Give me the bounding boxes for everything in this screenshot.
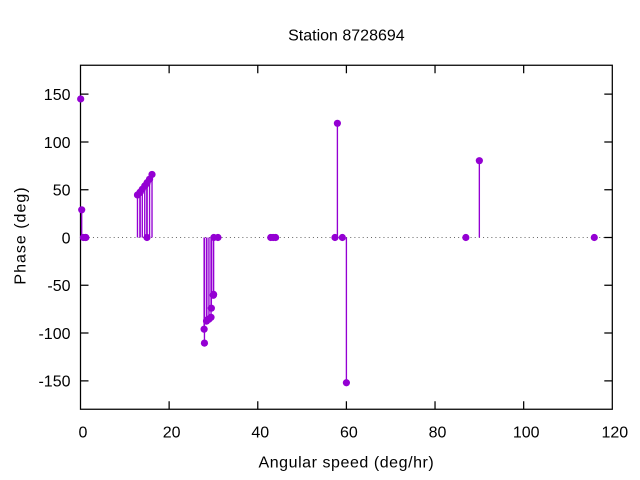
svg-text:80: 80 [429,424,447,441]
svg-text:-100: -100 [38,326,70,343]
svg-text:120: 120 [601,424,628,441]
svg-text:40: 40 [251,424,269,441]
svg-text:50: 50 [53,183,71,200]
svg-text:-150: -150 [38,374,70,391]
svg-text:60: 60 [340,424,358,441]
svg-text:Phase (deg): Phase (deg) [13,186,30,284]
svg-text:0: 0 [79,424,88,441]
svg-text:-50: -50 [47,278,70,295]
svg-text:20: 20 [163,424,181,441]
svg-text:100: 100 [44,135,71,152]
svg-text:100: 100 [513,424,540,441]
svg-text:0: 0 [62,230,71,247]
svg-text:150: 150 [44,87,71,104]
svg-text:Station 8728694: Station 8728694 [288,28,405,45]
svg-text:Angular speed (deg/hr): Angular speed (deg/hr) [259,455,435,472]
